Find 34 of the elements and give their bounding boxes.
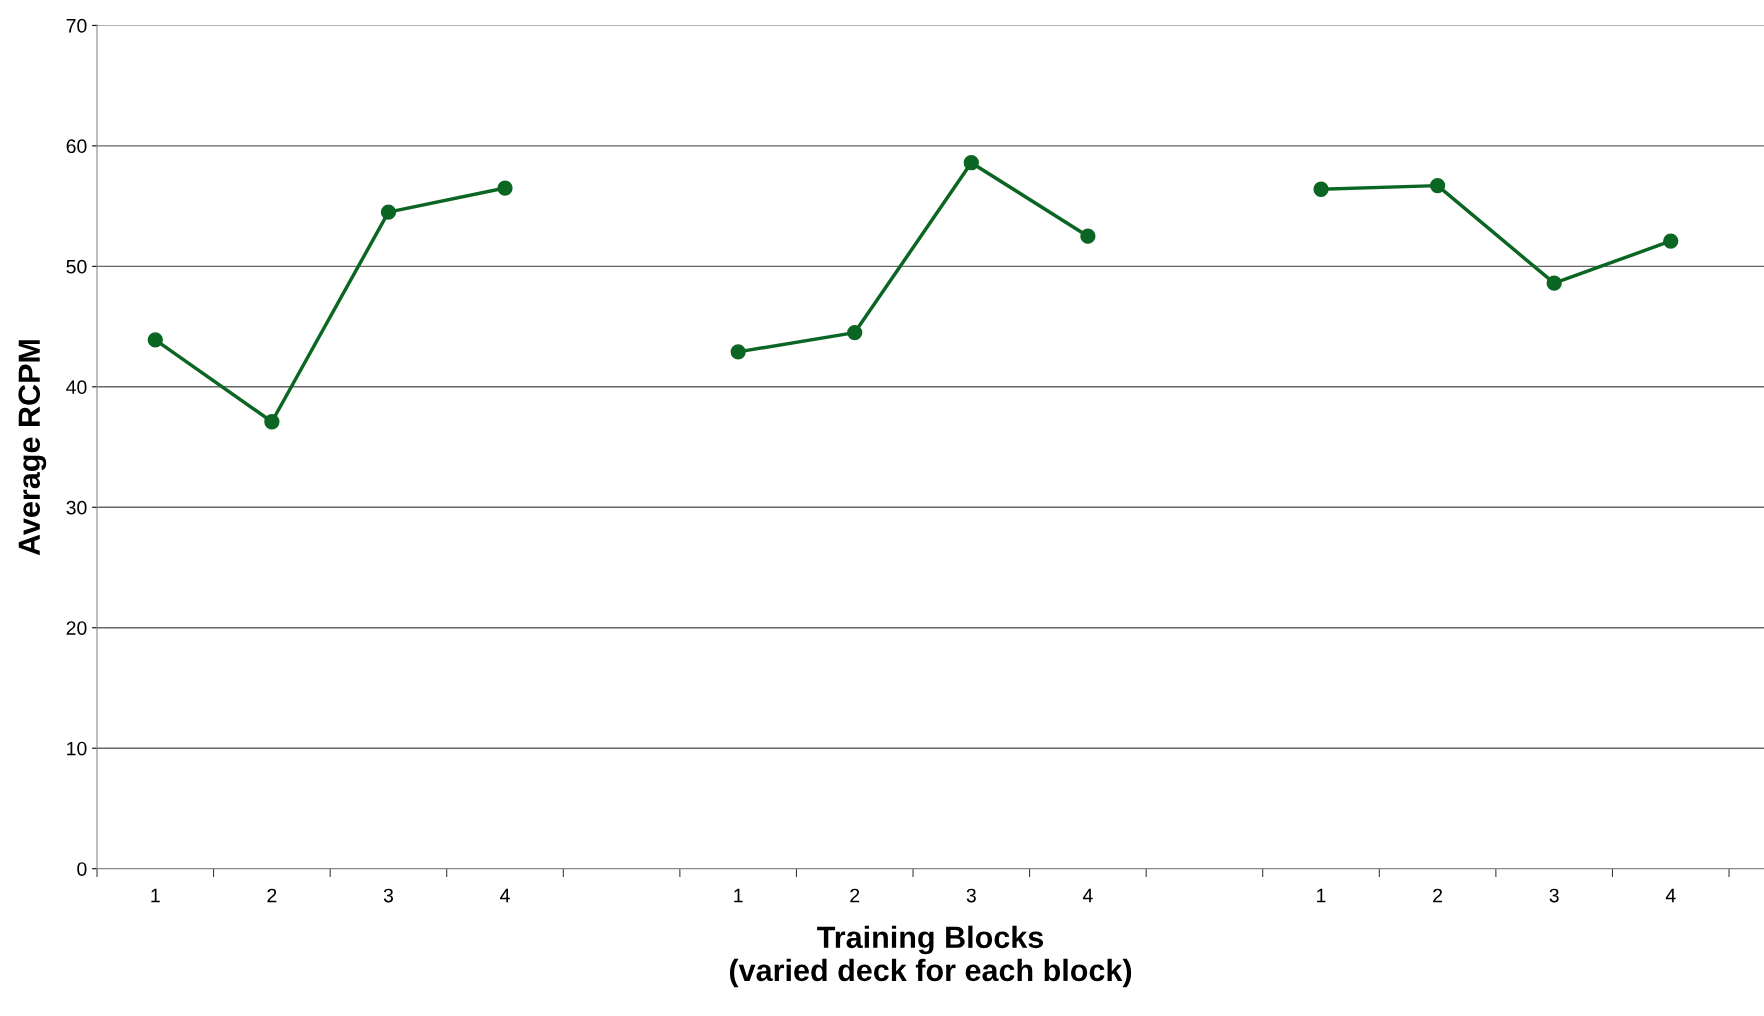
y-tick-label: 10 <box>67 741 87 756</box>
point <box>380 204 397 220</box>
y-tick-label: 60 <box>66 139 87 154</box>
x-tick-label: 2 <box>267 888 277 903</box>
y-tick-label: 20 <box>66 621 87 635</box>
x-tick-label: 2 <box>850 888 860 903</box>
point <box>1546 275 1562 291</box>
point <box>497 180 513 196</box>
y-tick-label: 30 <box>66 500 87 515</box>
x-tick-label: 1 <box>734 888 743 903</box>
y-tick-label: 0 <box>77 862 87 876</box>
point <box>730 344 746 360</box>
x-tick-label: 3 <box>966 888 976 903</box>
x-tick-label: 1 <box>1317 888 1326 903</box>
x-tick-label: 3 <box>1549 888 1559 903</box>
point <box>1313 181 1329 197</box>
point <box>264 414 280 430</box>
x-tick-label: 4 <box>500 888 510 903</box>
x-tick-label: 2 <box>1433 888 1443 903</box>
point <box>1080 228 1096 244</box>
y-tick-label: 70 <box>66 18 87 33</box>
x-tick-label: 4 <box>1082 888 1093 903</box>
point <box>1429 177 1446 194</box>
point <box>847 324 863 341</box>
y-tick-label: 50 <box>66 259 87 274</box>
x-axis-title: Training Blocks (varied deck for each block) <box>729 925 1132 988</box>
point <box>147 332 163 348</box>
x-tick-label: 3 <box>383 888 393 903</box>
x-tick-label: 1 <box>151 888 160 903</box>
y-tick-label: 40 <box>66 380 87 395</box>
x-tick-label: 4 <box>1665 888 1676 903</box>
point <box>1663 233 1679 249</box>
y-axis-title: Average RCPM <box>18 340 47 556</box>
point <box>963 155 979 171</box>
